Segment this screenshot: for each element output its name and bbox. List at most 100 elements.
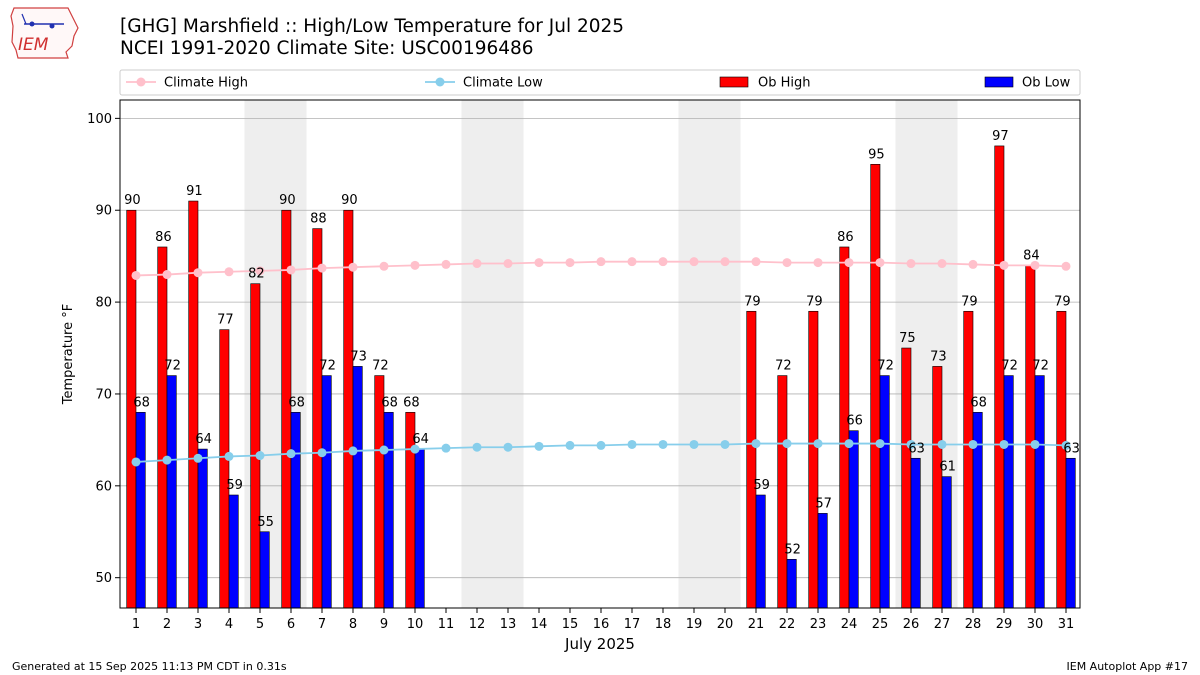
legend-climate-low-label: Climate Low (463, 76, 543, 91)
ob-high-bar (250, 283, 261, 609)
x-tick-label: 22 (779, 617, 796, 632)
climate-high-point (658, 257, 668, 267)
ob-high-value: 82 (248, 267, 265, 282)
climate-low-point (751, 439, 761, 449)
climate-low-point (782, 439, 792, 449)
weekend-shade (461, 100, 524, 608)
title-line-2: NCEI 1991-2020 Climate Site: USC00196486 (120, 38, 534, 59)
x-tick-label: 21 (748, 617, 765, 632)
title-line-1: [GHG] Marshfield :: High/Low Temperature… (120, 16, 625, 37)
climate-low-point (689, 439, 699, 449)
climate-high-point (379, 261, 389, 271)
climate-high-point (875, 258, 885, 268)
ob-high-value: 88 (310, 212, 327, 227)
y-axis-label: Temperature °F (61, 304, 76, 405)
climate-lines (131, 257, 1071, 467)
climate-low-point (813, 439, 823, 449)
x-tick-label: 14 (531, 617, 548, 632)
climate-low-point (472, 442, 482, 452)
iem-logo: IEM (10, 7, 79, 59)
climate-high-point (751, 257, 761, 267)
generated-footer: Generated at 15 Sep 2025 11:13 PM CDT in… (12, 660, 287, 673)
climate-high-point (441, 259, 451, 269)
climate-low-point (1061, 440, 1071, 450)
ob-high-bar (219, 329, 230, 609)
ob-high-value: 95 (868, 147, 885, 162)
ob-high-bar (746, 310, 757, 609)
climate-low-point (627, 439, 637, 449)
x-tick-label: 17 (624, 617, 641, 632)
x-tick-label: 23 (810, 617, 827, 632)
climate-high-point (844, 258, 854, 268)
plot-frame (119, 99, 1081, 609)
ob-high-bar (901, 347, 912, 609)
ob-high-value: 90 (341, 193, 358, 208)
ob-low-bar (259, 531, 270, 609)
climate-high-point (534, 258, 544, 268)
x-tick-label: 13 (500, 617, 517, 632)
ob-low-value: 59 (753, 478, 770, 493)
ob-low-bar (383, 412, 394, 609)
climate-high-point (1030, 260, 1040, 270)
x-tick-label: 15 (562, 617, 579, 632)
ob-low-bar (290, 412, 301, 609)
climate-high-point (813, 258, 823, 268)
climate-high-point (286, 265, 296, 275)
climate-high-point (999, 260, 1009, 270)
ob-low-value: 59 (226, 478, 243, 493)
x-tick-label: 11 (438, 617, 455, 632)
climate-low-point (131, 457, 141, 467)
climate-low-point (348, 446, 358, 456)
climate-low-point (565, 440, 575, 450)
x-tick-label: 6 (287, 617, 295, 632)
legend-climate-high-label: Climate High (164, 76, 248, 91)
ob-low-value: 72 (1032, 359, 1049, 374)
ob-low-value: 68 (970, 395, 987, 410)
ob-high-value: 90 (124, 193, 141, 208)
ob-high-bar (374, 375, 385, 609)
climate-high-point (131, 270, 141, 280)
ob-low-value: 55 (257, 515, 274, 530)
ob-low-bar (941, 476, 952, 609)
legend: Climate High Climate Low Ob High Ob Low (119, 69, 1081, 96)
legend-ob-high-label: Ob High (758, 76, 811, 91)
ob-low-bar (321, 375, 332, 609)
y-tick-label: 90 (95, 204, 112, 219)
x-tick-label: 28 (965, 617, 982, 632)
ob-high-value: 90 (279, 193, 296, 208)
ob-low-value: 63 (908, 441, 925, 456)
ob-low-bar (414, 448, 425, 609)
ob-low-value: 64 (195, 432, 212, 447)
climate-low-point (534, 441, 544, 451)
y-tick-label: 70 (95, 387, 112, 402)
x-tick-label: 2 (163, 617, 171, 632)
ob-high-value: 72 (775, 359, 792, 374)
ob-low-bar (1034, 375, 1045, 609)
legend-ob-low-swatch (984, 76, 1014, 88)
ob-low-value: 72 (164, 359, 181, 374)
legend-frame (119, 69, 1081, 96)
ob-low-bar (1065, 457, 1076, 609)
chart-title: [GHG] Marshfield :: High/Low Temperature… (120, 16, 624, 60)
bars (126, 145, 1076, 609)
ob-high-value: 77 (217, 313, 234, 328)
climate-high-point (968, 259, 978, 269)
climate-low-point (410, 444, 420, 454)
ob-low-bar (848, 430, 859, 609)
ob-low-value: 72 (1001, 359, 1018, 374)
weekend-shade (678, 100, 741, 608)
y-tick-label: 50 (95, 571, 112, 586)
ob-low-value: 68 (133, 395, 150, 410)
climate-high-point (472, 259, 482, 269)
climate-high-point (906, 259, 916, 269)
ob-high-value: 79 (806, 294, 823, 309)
ob-high-bar (932, 366, 943, 609)
x-tick-label: 26 (903, 617, 920, 632)
climate-high-point (1061, 261, 1071, 271)
ob-low-value: 72 (319, 359, 336, 374)
x-tick-label: 24 (841, 617, 858, 632)
x-tick-label: 19 (686, 617, 703, 632)
x-tick-label: 27 (934, 617, 951, 632)
climate-high-point (317, 263, 327, 273)
ob-low-bar (879, 375, 890, 609)
